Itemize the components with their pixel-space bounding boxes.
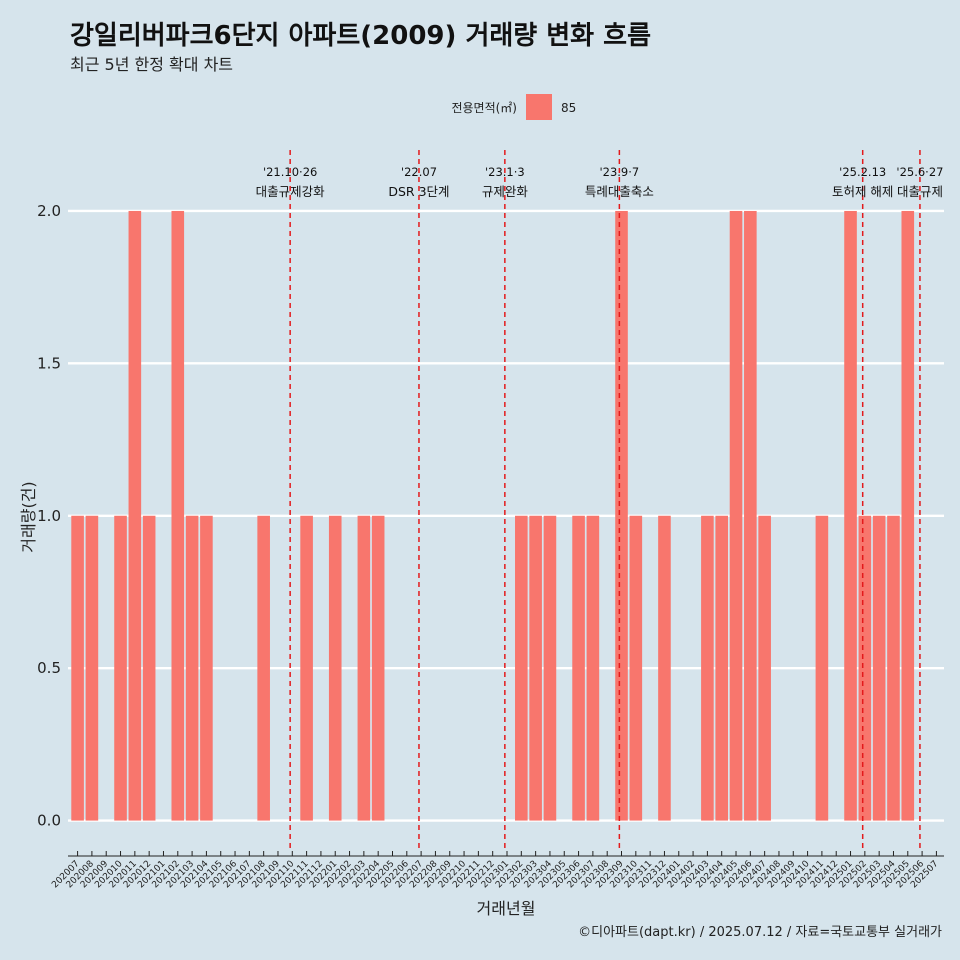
y-tick-label: 0.0 [37,812,61,830]
y-tick-label: 0.5 [37,659,61,677]
bar [629,515,643,821]
legend: 전용면적(㎡) 85 [451,94,576,120]
bar [328,515,342,821]
y-tick-label: 2.0 [37,202,61,220]
bar [615,210,628,821]
bar [515,515,528,821]
annotation-date: '21.10·26 [263,165,317,179]
y-axis-title: 거래량(건) [19,481,38,552]
bar [128,210,142,821]
bar [572,515,585,821]
y-tick-label: 1.5 [37,354,61,372]
bar [844,210,857,821]
bar [142,515,156,821]
annotation-label: 대출규제 [897,184,943,199]
bar [744,210,757,821]
annotation-date: '25.2.13 [839,165,886,179]
grid-lines [68,209,944,822]
x-axis-title: 거래년월 [477,899,536,918]
legend-swatch [526,94,552,120]
bar [71,515,84,821]
bar [729,210,743,821]
bar [171,210,185,821]
bar [887,515,900,821]
chart-subtitle: 최근 5년 한정 확대 차트 [70,55,233,74]
bar [701,515,714,821]
chart-title: 강일리버파크6단지 아파트(2009) 거래량 변화 흐름 [70,21,651,51]
annotation-label: DSR 3단계 [388,184,449,199]
x-axis: 2020072020082020092020102020112020122021… [50,851,944,890]
annotations: '21.10·26 대출규제강화 '22.07 DSR 3단계 '23.1·3 규제완화 '… [256,165,944,199]
bar [758,515,771,821]
annotation-label: 대출규제강화 [256,184,326,199]
bar [371,515,385,821]
bar [815,515,829,821]
annotation-label: 특례대출축소 [585,184,654,199]
bar [300,515,313,821]
bar [715,515,729,821]
legend-entry: 85 [561,101,576,115]
annotation-date: '22.07 [401,165,437,179]
bar [658,515,671,821]
bar [357,515,371,821]
bar [858,515,872,821]
bar [85,515,99,821]
bar [257,515,270,821]
legend-title: 전용면적(㎡) [451,101,517,115]
bars [71,210,915,821]
bar [543,515,557,821]
bar [185,515,199,821]
annotation-date: '25.6·27 [896,165,943,179]
y-tick-label: 1.0 [37,507,61,525]
bar [529,515,542,821]
bar [586,515,600,821]
annotation-date: '23.1·3 [485,165,525,179]
caption: ©디아파트(dapt.kr) / 2025.07.12 / 자료=국토교통부 실… [578,925,942,940]
y-axis: 0.0 0.5 1.0 1.5 2.0 [37,202,61,830]
bar [901,210,915,821]
bar [872,515,886,821]
bar [200,515,213,821]
annotation-label: 토허제 해제 [832,184,893,199]
annotation-label: 규제완화 [482,184,529,199]
annotation-date: '23.9·7 [599,165,639,179]
bar [114,515,127,821]
